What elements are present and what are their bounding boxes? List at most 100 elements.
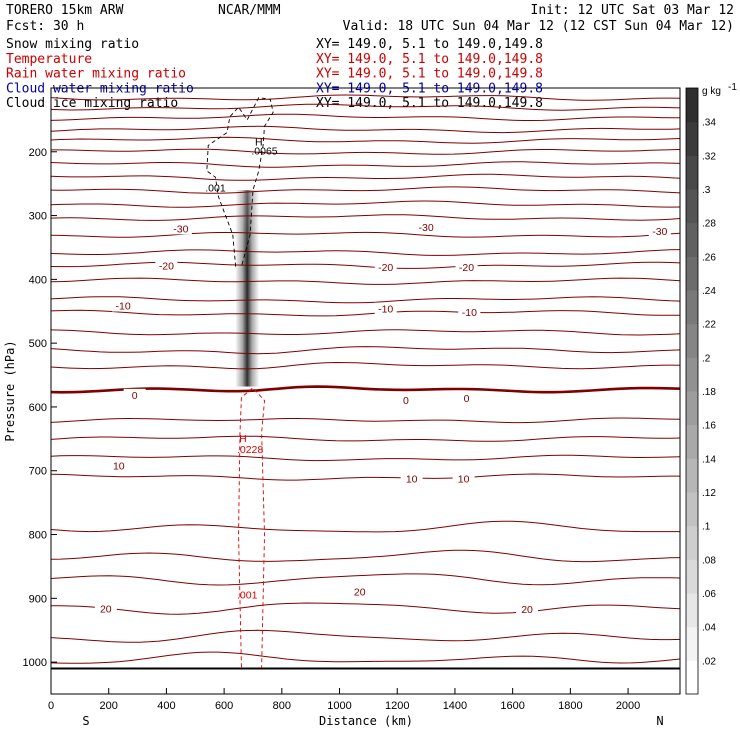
field-name: Snow mixing ratio [6, 37, 139, 52]
isotherm-line [51, 651, 680, 664]
colorbar-tick-label: .06 [702, 589, 716, 600]
isotherm-line [51, 200, 680, 208]
isotherm-label-bg [107, 459, 130, 472]
isotherm-label-bg [94, 602, 117, 615]
colorbar-tick-label: .28 [702, 219, 716, 230]
forecast-hour: Fcst: 30 h [6, 19, 84, 34]
isotherm-line [51, 136, 680, 144]
x-tick-label: 200 [100, 700, 118, 712]
colorbar-tick-label: .16 [702, 421, 716, 432]
x-tick-label: 1400 [443, 700, 467, 712]
x-tick-label: 1800 [558, 700, 582, 712]
x-tick-label: 400 [157, 700, 175, 712]
isotherm-label: -20 [459, 262, 474, 274]
center-title: NCAR/MMM [218, 3, 281, 18]
colorbar-tick-label: .3 [702, 185, 711, 196]
y-tick-label: 1000 [23, 657, 47, 669]
field-coords: XY= 149.0, 5.1 to 149.0,149.8 [316, 67, 543, 82]
ice-contour-label: .001 [205, 182, 226, 194]
colorbar-tick-label: .1 [702, 522, 711, 533]
isotherm-line [51, 296, 680, 304]
isotherm-label: 20 [521, 604, 533, 616]
field-name: Cloud water mixing ratio [6, 81, 194, 96]
colorbar-unit: g kg [702, 86, 721, 97]
north-end-label: N [656, 714, 663, 728]
isotherm-line [51, 148, 680, 155]
colorbar-tick-label: .04 [702, 623, 716, 634]
colorbar-bin [686, 492, 698, 527]
y-tick-label: 700 [29, 466, 47, 478]
colorbar-frame [685, 87, 699, 695]
field-coords: XY= 149.0, 5.1 to 149.0,149.8 [316, 37, 543, 52]
temperature-isotherms [51, 94, 680, 664]
isotherm-label-bg [374, 302, 397, 315]
rain-contour-line [238, 387, 265, 668]
colorbar-bin [686, 458, 698, 493]
ice-high-value: .0065 [251, 145, 277, 157]
isotherm-label: -10 [116, 301, 131, 313]
isotherm-line [51, 629, 680, 643]
field-name: Temperature [6, 52, 92, 67]
y-tick-label: 600 [29, 402, 47, 414]
isotherm-label-bg [394, 393, 417, 406]
colorbar-tick-label: .34 [702, 118, 716, 129]
field-coords: XY= 149.0, 5.1 to 149.0,149.8 [316, 96, 543, 111]
isotherm-0 [51, 385, 680, 394]
colorbar-bin [686, 391, 698, 426]
colorbar-bin [686, 424, 698, 459]
isotherm-line [51, 329, 680, 336]
colorbar-bin [686, 256, 698, 291]
isotherm-line [51, 113, 680, 121]
colorbar-bin [686, 593, 698, 628]
x-tick-label: 1200 [385, 700, 409, 712]
colorbar-tick-label: .12 [702, 488, 716, 499]
isotherm-label: 20 [100, 604, 112, 616]
isotherm-line [51, 249, 680, 256]
colorbar-bin [686, 626, 698, 661]
isotherm-label-bg [648, 224, 671, 237]
isotherm-line [51, 454, 680, 462]
isotherm-label-bg [169, 222, 192, 235]
y-tick-label: 400 [29, 274, 47, 286]
isotherm-label: 10 [406, 473, 418, 485]
y-tick-label: 800 [29, 530, 47, 542]
isotherm-line [51, 277, 680, 285]
isotherm-label: -30 [418, 222, 433, 234]
isotherm-line [51, 417, 680, 424]
isotherm-label: -10 [378, 304, 393, 316]
isotherm-line [51, 435, 680, 442]
colorbar: .02 .04 .06 .08 .1 .12 .14 .16 .18 .2 .22 .24 .26 .28… [685, 82, 737, 695]
colorbar-bin [686, 323, 698, 358]
isotherm-line [51, 103, 680, 111]
x-tick-label: 0 [48, 700, 54, 712]
isotherm-line [51, 520, 680, 533]
rain-water-contour: H.0228 .001 [237, 387, 265, 668]
colorbar-tick-label: .22 [702, 320, 716, 331]
isotherm-label: 0 [464, 393, 470, 405]
isotherm--10 [51, 309, 680, 317]
colorbar-tick-label: .02 [702, 656, 716, 667]
y-tick-label: 200 [29, 147, 47, 159]
south-end-label: S [82, 714, 89, 728]
isotherm-label: -10 [462, 307, 477, 319]
isotherm-10 [51, 473, 680, 481]
isotherm-label: 0 [132, 390, 138, 402]
colorbar-bin [686, 559, 698, 594]
axes: 0 200 400 600 800 1000 1200 1400 1600 1800 2000200… [23, 147, 641, 712]
colorbar-bin [686, 121, 698, 156]
field-name: Rain water mixing ratio [6, 67, 186, 82]
isotherm-label-bg [123, 388, 146, 401]
y-axis-label: Pressure (hPa) [3, 340, 17, 441]
field-legend: Snow mixing ratio XY= 149.0, 5.1 to 149.0… [6, 37, 543, 111]
rain-high-label: H [239, 433, 247, 445]
isotherm-label: 10 [113, 461, 125, 473]
isotherm-line [51, 173, 680, 181]
isotherm-label-bg [455, 392, 478, 405]
isotherm-label: 20 [354, 586, 366, 598]
model-title: TORERO 15km ARW [6, 3, 124, 18]
colorbar-bin [686, 660, 698, 695]
init-time: Init: 12 UTC Sat 03 Mar 12 [531, 3, 735, 18]
